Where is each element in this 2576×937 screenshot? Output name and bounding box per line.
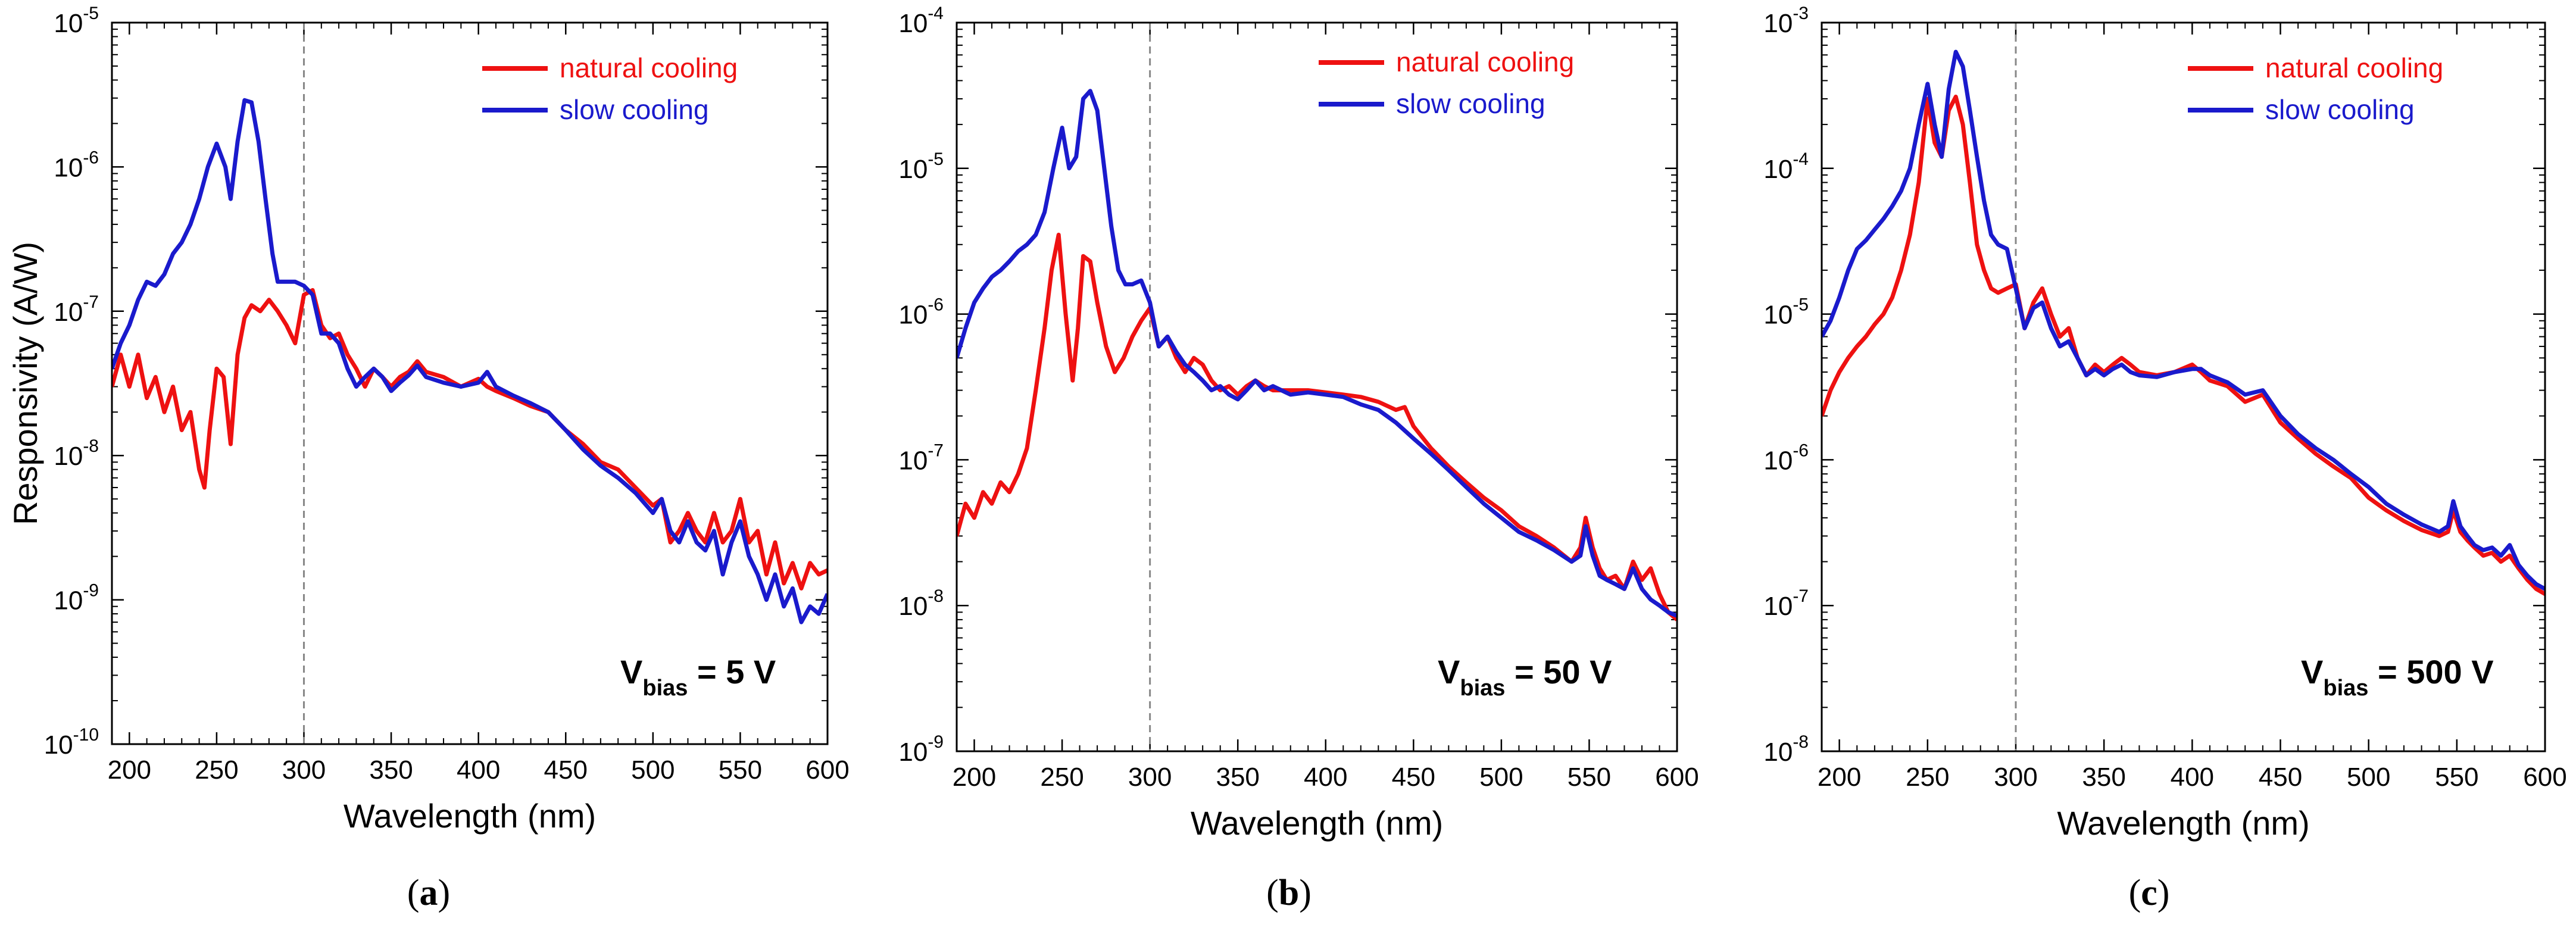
x-tick-label: 400 xyxy=(1304,763,1347,792)
x-tick-label: 600 xyxy=(805,755,849,785)
x-axis-title: Wavelength (nm) xyxy=(2057,804,2309,842)
x-axis-title: Wavelength (nm) xyxy=(1191,804,1443,842)
chart-panel-a: 10-10 10-9 10-8 10-7 10-6 10-5 200 250 300 350 400… xyxy=(7,4,850,913)
legend-label: natural cooling xyxy=(2265,52,2443,83)
x-tick-label: 450 xyxy=(2259,763,2302,792)
series-group xyxy=(1822,49,2545,596)
y-tick-label: 10-9 xyxy=(54,581,99,616)
x-tick-label: 600 xyxy=(1655,763,1698,792)
vbias-annotation: Vbias = 50 V xyxy=(1438,653,1612,701)
panel-caption: (b) xyxy=(1266,873,1312,913)
y-tick-label: 10-9 xyxy=(898,732,944,767)
x-tick-label: 300 xyxy=(282,755,326,785)
y-tick-label: 10-5 xyxy=(898,149,944,184)
plot-frame xyxy=(956,21,1678,752)
x-tick-label: 600 xyxy=(2523,763,2566,792)
x-tick-label: 350 xyxy=(1216,763,1259,792)
series-group xyxy=(957,89,1677,621)
x-tick-label: 200 xyxy=(1818,763,1861,792)
plot-frame xyxy=(1821,21,2546,752)
x-tick-label: 550 xyxy=(719,755,762,785)
vbias-annotation: Vbias = 5 V xyxy=(620,653,776,701)
x-tick-label: 200 xyxy=(953,763,996,792)
panel-caption: (a) xyxy=(407,873,450,913)
x-tick-label: 200 xyxy=(108,755,151,785)
y-tick-label: 10-8 xyxy=(54,436,99,471)
y-tick-label: 10-8 xyxy=(898,586,944,621)
vbias-annotation: Vbias = 500 V xyxy=(2301,653,2494,701)
y-tick-label: 10-7 xyxy=(1763,586,1809,621)
y-tick-label: 10-4 xyxy=(898,4,944,38)
y-tick-label: 10-7 xyxy=(54,292,99,327)
legend-label: natural cooling xyxy=(1396,46,1574,77)
x-tick-label: 400 xyxy=(2171,763,2214,792)
x-tick-label: 250 xyxy=(1040,763,1084,792)
x-tick-label: 500 xyxy=(1479,763,1523,792)
y-tick-label: 10-6 xyxy=(1763,441,1809,475)
y-axis-title: Responsivity (A/W) xyxy=(7,242,44,525)
y-tick-label: 10-5 xyxy=(1763,295,1809,330)
x-tick-label: 350 xyxy=(2082,763,2125,792)
legend-label: slow cooling xyxy=(2265,94,2415,125)
y-tick-label: 10-4 xyxy=(1763,149,1809,184)
y-tick-label: 10-7 xyxy=(898,441,944,475)
legend-label: natural cooling xyxy=(560,52,738,83)
y-tick-label: 10-6 xyxy=(54,148,99,182)
x-axis-title: Wavelength (nm) xyxy=(344,797,596,835)
x-tick-label: 350 xyxy=(369,755,413,785)
x-tick-label: 450 xyxy=(544,755,588,785)
x-tick-label: 250 xyxy=(195,755,238,785)
x-tick-label: 300 xyxy=(1128,763,1172,792)
x-tick-label: 550 xyxy=(1568,763,1611,792)
series-line-slow-cooling xyxy=(112,98,828,624)
series-line-slow-cooling xyxy=(957,89,1677,618)
x-tick-label: 450 xyxy=(1392,763,1435,792)
x-tick-label: 500 xyxy=(2347,763,2390,792)
x-tick-label: 300 xyxy=(1994,763,2037,792)
legend-label: slow cooling xyxy=(1396,88,1545,119)
series-line-slow-cooling xyxy=(1822,49,2545,591)
x-tick-label: 500 xyxy=(631,755,675,785)
series-line-natural-cooling xyxy=(1822,95,2545,596)
series-group xyxy=(112,98,828,624)
y-tick-label: 10-5 xyxy=(54,4,99,38)
series-line-natural-cooling xyxy=(112,288,828,591)
x-tick-label: 250 xyxy=(1906,763,1949,792)
y-tick-label: 10-3 xyxy=(1763,4,1809,38)
y-tick-label: 10-6 xyxy=(898,295,944,330)
plot-frame xyxy=(111,21,829,745)
x-tick-label: 550 xyxy=(2435,763,2478,792)
chart-panel-b: 10-9 10-8 10-7 10-6 10-5 10-4 200 250 300 350 400 4… xyxy=(898,4,1698,913)
y-tick-label: 10-10 xyxy=(44,725,99,760)
x-tick-label: 400 xyxy=(457,755,500,785)
y-tick-label: 10-8 xyxy=(1763,732,1809,767)
chart-panel-c: 10-8 10-7 10-6 10-5 10-4 10-3 200 250 300 350 400 4… xyxy=(1763,4,2566,913)
legend-label: slow cooling xyxy=(560,94,709,125)
panel-caption: (c) xyxy=(2129,873,2170,913)
